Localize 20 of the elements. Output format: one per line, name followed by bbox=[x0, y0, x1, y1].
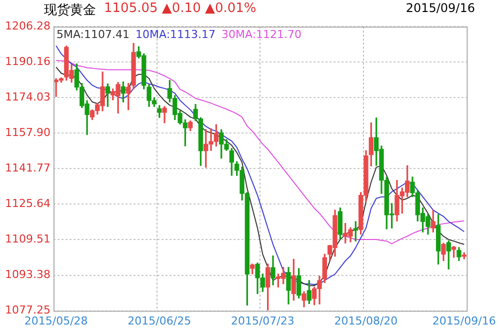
y-tick-label: 1157.90 bbox=[4, 126, 50, 140]
x-tick-label: 2015/09/16 bbox=[432, 314, 496, 328]
y-tick-label: 1093.38 bbox=[4, 268, 50, 282]
y-tick-label: 1077.25 bbox=[4, 304, 50, 317]
y-tick-label: 1206.28 bbox=[4, 19, 50, 32]
y-tick-label: 1190.16 bbox=[4, 54, 50, 68]
y-tick-label: 1125.64 bbox=[4, 197, 50, 210]
y-tick-label: 1109.51 bbox=[4, 232, 50, 246]
text: 2015/09/16 bbox=[406, 1, 475, 15]
x-tick-label: 2015/05/28 bbox=[24, 314, 88, 328]
x-tick-label: 2015/07/23 bbox=[230, 314, 294, 328]
x-tick-label: 2015/08/20 bbox=[334, 314, 398, 328]
y-tick-label: 1141.77 bbox=[4, 162, 50, 175]
x-tick-label: 2015/06/25 bbox=[128, 314, 192, 328]
y-tick-label: 1174.03 bbox=[4, 90, 50, 104]
chart-title: 现货黄金 bbox=[44, 2, 96, 19]
text: 10MA:1113.17 bbox=[136, 28, 216, 41]
text: 5MA:1107.41 bbox=[56, 28, 130, 41]
text: 30MA:1121.70 bbox=[222, 28, 302, 41]
chart-subtitle: 1105.05 ▲0.10 ▲0.01% bbox=[104, 1, 256, 18]
